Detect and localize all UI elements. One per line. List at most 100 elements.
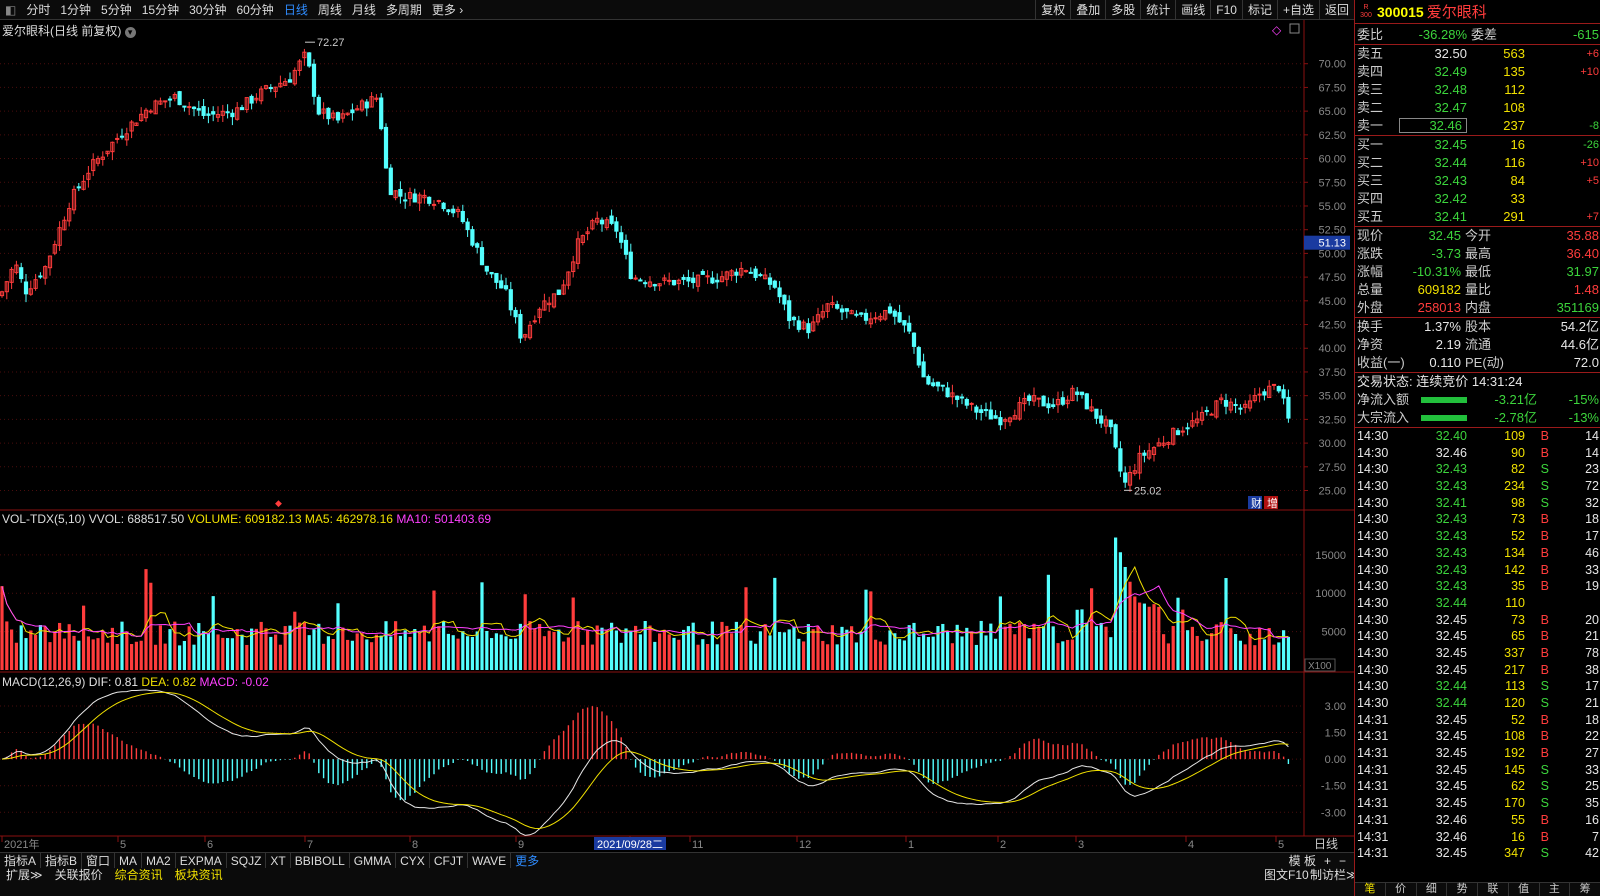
volume-bar bbox=[1286, 636, 1290, 670]
book-change: +5 bbox=[1586, 175, 1599, 187]
indicator-tab[interactable]: 指标B bbox=[41, 852, 83, 869]
quote-tab[interactable]: 主 bbox=[1540, 883, 1571, 896]
template-button[interactable]: 模 板 bbox=[1288, 853, 1316, 868]
book-row[interactable]: 卖二 32.47 108 bbox=[1355, 99, 1600, 117]
volume-bar bbox=[1200, 640, 1204, 670]
volume-bar bbox=[360, 633, 364, 670]
price-axis-label: 52.50 bbox=[1318, 225, 1346, 237]
panel-toggle-icon[interactable]: ◧ bbox=[5, 2, 17, 17]
extension-tab[interactable]: 扩展≫ bbox=[6, 868, 43, 882]
candle-body bbox=[350, 109, 355, 114]
template-button[interactable]: − bbox=[1338, 853, 1346, 868]
indicator-tab[interactable]: EXPMA bbox=[176, 852, 227, 869]
volume-bar bbox=[1157, 606, 1161, 670]
volume-bar bbox=[749, 640, 753, 670]
extension-tab[interactable]: 图文F10 bbox=[1264, 868, 1309, 882]
template-controls: 模 板 + − bbox=[1285, 853, 1350, 869]
candle-body bbox=[451, 208, 456, 214]
period-tab[interactable]: 5分钟 bbox=[101, 2, 132, 17]
book-row[interactable]: 买一 32.45 16 -26 bbox=[1355, 136, 1600, 154]
book-change bbox=[1525, 190, 1599, 208]
book-row[interactable]: 卖五 32.50 563 +6 bbox=[1355, 45, 1600, 63]
candle-body bbox=[945, 387, 950, 398]
period-tab[interactable]: 1分钟 bbox=[60, 2, 92, 17]
tool-button[interactable]: 画线 bbox=[1175, 0, 1210, 20]
book-row[interactable]: 买四 32.42 33 bbox=[1355, 190, 1600, 208]
price-axis-label: 42.50 bbox=[1318, 320, 1346, 332]
indicator-tab[interactable]: BBIBOLL bbox=[291, 852, 350, 869]
period-tab[interactable]: 30分钟 bbox=[189, 2, 227, 17]
book-row[interactable]: 买二 32.44 116 +10 bbox=[1355, 154, 1600, 172]
volume-bar bbox=[600, 627, 604, 670]
period-tab[interactable]: 月线 bbox=[351, 2, 376, 17]
indicator-tab[interactable]: GMMA bbox=[350, 852, 397, 869]
volume-bar bbox=[1238, 640, 1242, 670]
quote-tab[interactable]: 联 bbox=[1478, 883, 1509, 896]
book-price: 32.46 bbox=[1399, 118, 1467, 133]
indicator-tab[interactable]: SQJZ bbox=[227, 852, 267, 869]
tool-button[interactable]: 叠加 bbox=[1070, 0, 1105, 20]
quote-tab[interactable]: 细 bbox=[1417, 883, 1448, 896]
candle-body bbox=[263, 85, 269, 89]
indicator-tab[interactable]: XT bbox=[266, 852, 291, 869]
indicator-tab[interactable]: MA2 bbox=[142, 852, 176, 869]
period-tab[interactable]: 日线 bbox=[283, 2, 308, 17]
volume-axis-label: 15000 bbox=[1315, 550, 1346, 562]
volume-bar bbox=[389, 636, 393, 670]
indicator-tab[interactable]: MA bbox=[115, 852, 143, 869]
indicator-tab[interactable]: WAVE bbox=[468, 852, 512, 869]
chevron-down-icon[interactable]: ▾ bbox=[124, 27, 136, 38]
tool-button[interactable]: 返回 bbox=[1318, 0, 1354, 20]
quote-tab[interactable]: 筹 bbox=[1570, 883, 1600, 896]
volume-bar bbox=[34, 635, 38, 670]
period-tab[interactable]: 60分钟 bbox=[236, 2, 274, 17]
indicator-tab[interactable]: CFJT bbox=[430, 852, 469, 869]
kline-chart-area[interactable]: 70.0067.5065.0062.5060.0057.5055.0052.50… bbox=[0, 0, 1354, 852]
book-row[interactable]: 卖三 32.48 112 bbox=[1355, 81, 1600, 99]
candle-body bbox=[767, 277, 773, 285]
candle-body bbox=[211, 111, 216, 115]
candle-body bbox=[76, 186, 81, 189]
indicator-tab[interactable]: 指标A bbox=[0, 852, 42, 869]
period-tab[interactable]: 多周期 bbox=[385, 2, 422, 17]
indicator-tab[interactable]: CYX bbox=[396, 852, 430, 869]
candle-body bbox=[427, 196, 432, 204]
volume-bar bbox=[1066, 639, 1070, 670]
extension-tab[interactable]: 制访栏≫ bbox=[1310, 868, 1359, 882]
tick-price: 32.45 bbox=[1435, 629, 1467, 644]
volume-bar bbox=[283, 626, 287, 670]
book-row[interactable]: 买五 32.41 291 +7 bbox=[1355, 208, 1600, 226]
period-tab[interactable]: 更多 › bbox=[431, 2, 464, 17]
period-tab[interactable]: 分时 bbox=[26, 2, 51, 17]
tool-button[interactable]: 多股 bbox=[1105, 0, 1140, 20]
tool-button[interactable]: F10 bbox=[1210, 0, 1242, 20]
period-tab[interactable]: 15分钟 bbox=[141, 2, 180, 17]
tool-button[interactable]: +自选 bbox=[1276, 0, 1319, 20]
extension-tab[interactable]: 综合资讯 bbox=[114, 868, 163, 882]
indicator-tab[interactable]: 窗口 bbox=[82, 852, 116, 869]
candle-body bbox=[268, 87, 273, 90]
template-button[interactable]: + bbox=[1323, 853, 1331, 868]
book-volume: 116 bbox=[1504, 155, 1525, 170]
indicator-tab[interactable]: 更多 bbox=[515, 853, 540, 868]
book-row[interactable]: 卖一 32.46 237 -8 bbox=[1355, 117, 1600, 135]
quote-tab[interactable]: 势 bbox=[1447, 883, 1478, 896]
extension-tab[interactable]: 关联报价 bbox=[54, 868, 103, 882]
period-tab[interactable]: 周线 bbox=[317, 2, 342, 17]
book-row[interactable]: 买三 32.43 84 +5 bbox=[1355, 172, 1600, 190]
tool-button[interactable]: 复权 bbox=[1035, 0, 1070, 20]
quote-tab[interactable]: 价 bbox=[1386, 883, 1417, 896]
tick-list[interactable]: 14:30 32.40 109 B 14 14:30 32.46 90 B 14 14:30 32.4… bbox=[1355, 428, 1600, 862]
candle-body bbox=[235, 107, 240, 120]
tool-button[interactable]: 标记 bbox=[1241, 0, 1277, 20]
candle-body bbox=[1118, 448, 1123, 472]
fundamental-value: 72.0 bbox=[1573, 355, 1599, 370]
tick-row: 14:30 32.43 35 B 19 bbox=[1355, 578, 1600, 595]
volume-bar bbox=[557, 629, 561, 670]
book-row[interactable]: 卖四 32.49 135 +10 bbox=[1355, 63, 1600, 81]
extension-tab[interactable]: 板块资讯 bbox=[174, 868, 223, 882]
quote-tab[interactable]: 值 bbox=[1509, 883, 1540, 896]
quote-tab[interactable]: 笔 bbox=[1355, 883, 1386, 896]
stat-value: -3.73 bbox=[1431, 246, 1461, 261]
tool-button[interactable]: 统计 bbox=[1140, 0, 1175, 20]
